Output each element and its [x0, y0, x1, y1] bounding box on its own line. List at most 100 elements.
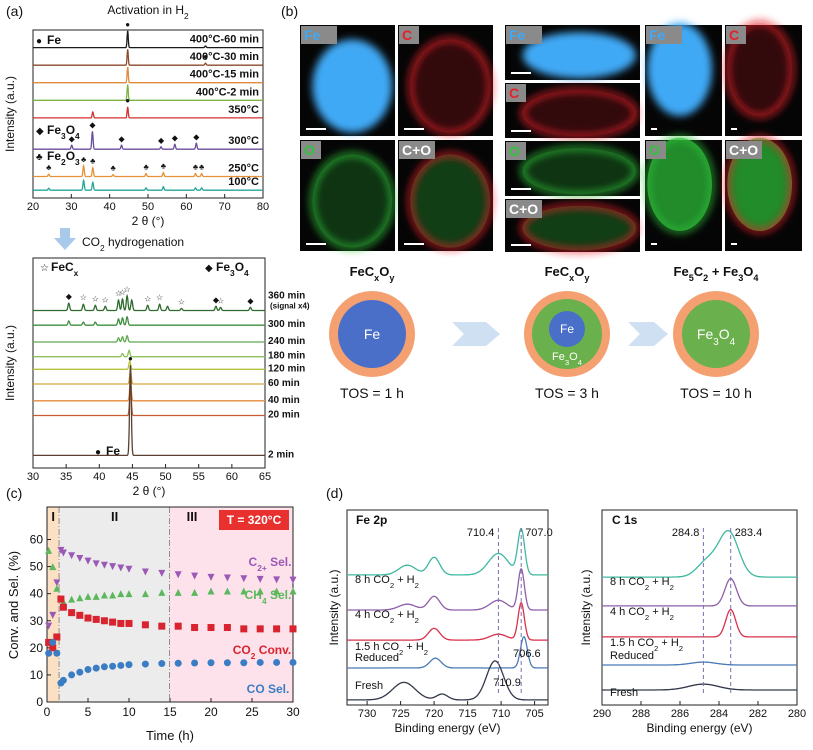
series-label: 350°C [228, 104, 259, 116]
point [141, 590, 149, 598]
spectrum-line [602, 608, 797, 638]
peak-marker: ♣ [193, 163, 199, 172]
text-part: Fe [47, 149, 61, 163]
text-part: O [719, 326, 730, 342]
y-tick-label: 30 [30, 614, 44, 628]
peak-marker: ☆ [92, 294, 99, 303]
x-tick-label: 70 [219, 201, 231, 213]
y-axis-label: Intensity (a.u.) [327, 569, 341, 645]
point [100, 591, 108, 599]
text-part: 2 [390, 580, 394, 589]
panel-label: (a) [6, 3, 23, 19]
point [240, 575, 248, 583]
peak-marker: ♣ [81, 155, 87, 164]
text-part: Fe [552, 351, 565, 363]
x-axis-label: 2 θ (°) [133, 484, 166, 498]
series-label: Reduced [610, 650, 654, 662]
series-label: 1.5 h CO2 + H2 [610, 637, 683, 653]
map-signal [522, 90, 636, 137]
point [117, 661, 125, 669]
x-tick-label: 80 [257, 201, 269, 213]
text-part: + H [403, 641, 424, 653]
point [289, 658, 297, 666]
legend-symbol: ☆ [40, 263, 49, 274]
map-label-bg [726, 26, 746, 44]
map-label-bg [399, 141, 435, 159]
point [223, 587, 231, 595]
peak-marker: ☆ [217, 296, 224, 305]
map-signal [408, 152, 493, 250]
point [256, 658, 264, 666]
spectrum-line [602, 577, 797, 607]
legend-label: Fe [47, 33, 61, 47]
point [125, 661, 133, 669]
map-signal [520, 146, 638, 197]
series-label: 360 min [268, 291, 305, 302]
peak-marker: ◆ [172, 133, 179, 142]
legend-label: Fe2O3 [47, 149, 80, 167]
peak-marker: ● [125, 96, 130, 105]
spectrum-line [602, 683, 797, 691]
point [174, 588, 182, 596]
point [53, 633, 61, 641]
x-tick-label: 715 [458, 708, 476, 720]
spectrum-line [347, 568, 548, 611]
peak-position-label: 710.9 [493, 677, 521, 689]
series-label: 2 min [268, 449, 294, 460]
map-label-bg [726, 141, 762, 159]
stage-title: Fe5C2 + Fe3O4 [674, 264, 760, 283]
series-label: 8 h CO2 + H2 [355, 574, 419, 590]
legend-symbol: ◆ [36, 126, 44, 137]
spectrum-line [33, 49, 263, 66]
point [207, 624, 215, 632]
x-tick-label: 40 [93, 471, 105, 483]
peak-marker: ● [128, 354, 133, 363]
point [289, 576, 297, 584]
series-label: 4 h CO2 + H2 [355, 609, 419, 625]
text-part: 2 [399, 648, 403, 657]
x-tick-label: 10 [122, 705, 136, 719]
annotation-box [219, 510, 289, 530]
point [84, 592, 92, 600]
stage-arrow [452, 322, 500, 346]
point [158, 622, 166, 630]
text-part: O [379, 264, 389, 279]
spectrum-line [602, 529, 797, 578]
peak-marker: ● [203, 52, 208, 61]
x-tick-label: 55 [193, 471, 205, 483]
map-label-bg [399, 26, 419, 44]
text-part: Activation in H [107, 3, 184, 17]
peak-position-label: 706.6 [513, 648, 541, 660]
x-tick-label: 288 [632, 708, 650, 720]
point [117, 590, 125, 598]
point [117, 619, 125, 627]
text-part: 3 [61, 131, 66, 141]
text-part: O [569, 351, 578, 363]
map-label: Fe [304, 27, 321, 43]
peak-marker: ♣ [46, 163, 52, 172]
peak-marker: ☆ [119, 288, 126, 297]
series-label: 20 min [268, 410, 300, 421]
point [92, 615, 100, 623]
point [141, 568, 149, 576]
text-part: 3 [565, 358, 569, 367]
map-label: C+O [729, 142, 758, 158]
text-part: 3 [738, 273, 743, 283]
peak-marker: ♣ [110, 164, 116, 173]
x-tick-label: 710 [492, 708, 510, 720]
particle-core [549, 311, 585, 347]
point [125, 590, 133, 598]
text-part: 2+ [257, 563, 267, 573]
point [273, 658, 281, 666]
peak-marker: ◆ [213, 295, 220, 304]
peak-marker: ☆ [178, 297, 185, 306]
map-label-bg [506, 200, 542, 218]
spectrum-line [347, 602, 548, 641]
point [45, 638, 53, 646]
text-part: O [574, 264, 584, 279]
peak-marker: ◆ [66, 292, 73, 301]
series-label: 8 h CO2 + H2 [610, 576, 674, 592]
point [174, 571, 182, 579]
text-part: y [389, 273, 395, 283]
point [100, 617, 108, 625]
